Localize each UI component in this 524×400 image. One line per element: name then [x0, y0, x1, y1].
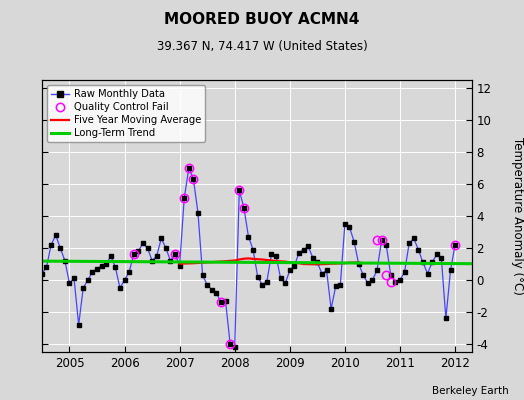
Text: 39.367 N, 74.417 W (United States): 39.367 N, 74.417 W (United States) — [157, 40, 367, 53]
Text: MOORED BUOY ACMN4: MOORED BUOY ACMN4 — [165, 12, 359, 27]
Legend: Raw Monthly Data, Quality Control Fail, Five Year Moving Average, Long-Term Tren: Raw Monthly Data, Quality Control Fail, … — [47, 85, 205, 142]
Y-axis label: Temperature Anomaly (°C): Temperature Anomaly (°C) — [511, 137, 524, 295]
Text: Berkeley Earth: Berkeley Earth — [432, 386, 508, 396]
